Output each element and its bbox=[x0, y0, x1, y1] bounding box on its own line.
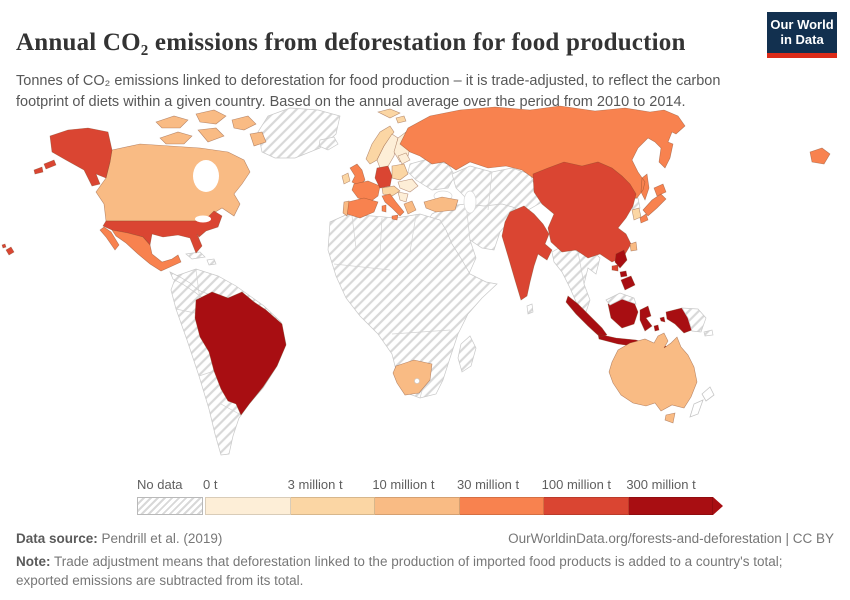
country-central-europe bbox=[381, 185, 401, 197]
legend-segment[interactable] bbox=[459, 497, 544, 515]
region-sri-lanka bbox=[526, 303, 534, 315]
country-taiwan bbox=[629, 241, 638, 252]
country-usa-alaska bbox=[33, 127, 113, 187]
legend-tick-label: 30 million t bbox=[457, 477, 520, 492]
country-germany bbox=[374, 165, 393, 189]
country-balkans bbox=[397, 191, 409, 203]
region-papua-new-guinea bbox=[681, 307, 714, 337]
region-hispaniola bbox=[206, 258, 217, 266]
hudson-bay bbox=[193, 160, 219, 192]
legend-no-data-label: No data bbox=[137, 477, 183, 492]
country-india bbox=[501, 205, 553, 301]
country-mexico bbox=[99, 226, 182, 272]
great-lakes bbox=[195, 215, 211, 223]
world-choropleth-map[interactable] bbox=[0, 104, 850, 476]
country-italy bbox=[381, 193, 405, 221]
logo-line2: in Data bbox=[780, 31, 824, 47]
chart-subtitle: Tonnes of CO₂ emissions linked to defore… bbox=[16, 72, 721, 110]
owid-logo[interactable]: Our World in Data bbox=[767, 12, 837, 58]
lesotho bbox=[414, 378, 420, 384]
legend-segment[interactable] bbox=[628, 497, 713, 515]
legend-tick-labels: 0 t 3 million t 10 million t 30 million t 10… bbox=[0, 477, 850, 493]
page-title: Annual CO₂ emissions from deforestation … bbox=[16, 28, 686, 56]
legend-segment[interactable] bbox=[205, 497, 291, 515]
footnote-label: Note: bbox=[16, 554, 51, 569]
caspian-sea bbox=[463, 190, 477, 214]
region-malaysia bbox=[605, 292, 637, 306]
region-new-zealand bbox=[689, 386, 715, 418]
data-source: Data source: Pendrill et al. (2019) bbox=[16, 531, 222, 546]
legend-tick-label: 0 t bbox=[203, 477, 218, 492]
legend-tick-label: 300 million t bbox=[626, 477, 696, 492]
region-iceland bbox=[318, 136, 339, 151]
region-madagascar bbox=[457, 335, 477, 373]
region-africa bbox=[327, 213, 498, 399]
country-china bbox=[532, 161, 637, 272]
owid-url-link[interactable]: OurWorldinData.org/forests-and-deforesta… bbox=[508, 531, 834, 546]
country-philippines bbox=[614, 249, 636, 291]
region-cuba bbox=[185, 251, 206, 260]
country-australia bbox=[608, 332, 698, 424]
legend-segment[interactable] bbox=[375, 497, 460, 515]
country-russia bbox=[399, 105, 831, 201]
country-south-africa bbox=[392, 359, 433, 396]
no-data-overlays[interactable] bbox=[605, 292, 714, 337]
legend-segment[interactable] bbox=[544, 497, 629, 515]
legend-arrow-cap bbox=[713, 497, 723, 515]
country-ireland bbox=[341, 172, 351, 185]
country-baltics bbox=[397, 152, 411, 165]
footnote: Note: Trade adjustment means that defore… bbox=[16, 553, 828, 591]
data-source-label: Data source: bbox=[16, 531, 98, 546]
country-turkey bbox=[423, 196, 459, 213]
country-japan bbox=[639, 183, 667, 224]
country-brazil bbox=[194, 291, 287, 416]
country-france bbox=[351, 180, 381, 203]
country-poland bbox=[391, 163, 409, 181]
legend-tick-label: 10 million t bbox=[372, 477, 435, 492]
legend-no-data-swatch[interactable] bbox=[137, 497, 203, 515]
legend-color-bar[interactable] bbox=[205, 497, 713, 515]
country-spain bbox=[346, 197, 379, 219]
country-usa-hawaii bbox=[1, 243, 15, 256]
country-greece bbox=[403, 200, 417, 215]
legend-tick-label: 100 million t bbox=[541, 477, 612, 492]
country-canada-arctic bbox=[155, 109, 267, 147]
legend-tick-label: 3 million t bbox=[287, 477, 343, 492]
logo-line1: Our World bbox=[770, 16, 834, 32]
data-source-value: Pendrill et al. (2019) bbox=[97, 531, 223, 546]
region-greenland bbox=[257, 107, 341, 159]
footnote-value: Trade adjustment means that deforestatio… bbox=[16, 554, 783, 588]
colored-countries[interactable] bbox=[1, 105, 831, 424]
country-portugal bbox=[342, 200, 350, 217]
country-south-korea bbox=[631, 207, 642, 221]
country-norway bbox=[365, 108, 407, 165]
country-canada bbox=[95, 143, 251, 222]
legend-segment[interactable] bbox=[290, 497, 375, 515]
country-romania-hungary bbox=[397, 178, 419, 193]
